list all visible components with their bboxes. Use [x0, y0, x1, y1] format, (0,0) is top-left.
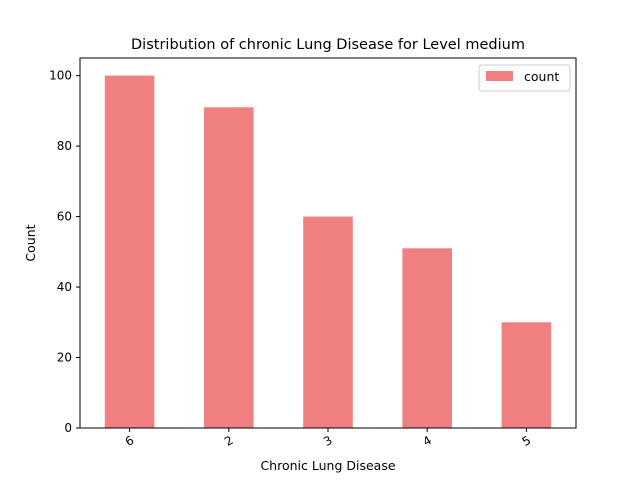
- y-tick-label: 60: [57, 210, 72, 224]
- y-tick-label: 20: [57, 351, 72, 365]
- y-tick-label: 0: [64, 421, 72, 435]
- y-tick-label: 100: [49, 69, 72, 83]
- y-axis: 0 20 40 60 80 100: [49, 69, 80, 435]
- x-axis-label: Chronic Lung Disease: [260, 458, 395, 473]
- y-tick-label: 80: [57, 139, 72, 153]
- legend-swatch: [486, 71, 513, 81]
- legend-label: count: [524, 69, 559, 84]
- bar: [204, 107, 254, 428]
- x-tick-label: 2: [222, 433, 236, 449]
- y-tick-label: 40: [57, 280, 72, 294]
- x-tick-label: 6: [123, 433, 137, 449]
- chart-title: Distribution of chronic Lung Disease for…: [131, 37, 525, 53]
- x-axis: 6 2 3 4 5: [123, 428, 533, 449]
- bars-group: [104, 75, 552, 428]
- bar: [402, 248, 452, 428]
- x-tick-label: 3: [321, 433, 335, 449]
- bar: [104, 75, 155, 428]
- legend: count: [478, 64, 571, 92]
- bar: [303, 216, 353, 428]
- bar: [501, 322, 552, 428]
- x-tick-label: 5: [520, 433, 534, 449]
- x-tick-label: 4: [420, 433, 434, 449]
- y-axis-label: Count: [23, 224, 38, 261]
- plot-frame: [79, 57, 577, 429]
